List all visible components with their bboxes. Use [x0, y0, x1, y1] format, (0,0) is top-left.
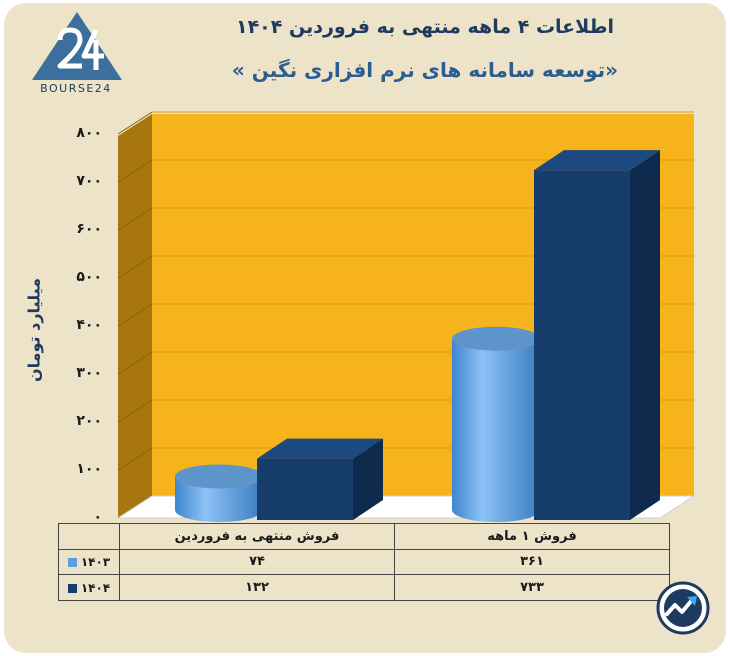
table-row: ۱۴۰۴ ۱۳۲ ۷۳۳ — [58, 574, 670, 601]
bars — [175, 150, 660, 522]
bar-cylinder-top — [175, 464, 263, 489]
data-label: ۱۳۲ — [119, 574, 395, 601]
bar-box-side — [630, 150, 660, 520]
legend-swatch-1403 — [67, 557, 77, 567]
y-tick-label: ۸۰۰ — [76, 125, 102, 141]
chart-subtitle: «توسعه سامانه های نرم افزاری نگین » — [231, 58, 619, 82]
gridline — [117, 447, 153, 471]
y-tick-label: ۲۰۰ — [76, 413, 102, 429]
side-wall — [118, 114, 152, 518]
bar-cylinder-top — [452, 326, 540, 351]
category-label: فروش ۱ ماهه — [394, 523, 670, 550]
bar-cylinder — [452, 338, 540, 522]
trend-arrow-badge-icon — [656, 581, 710, 635]
gridline — [117, 303, 153, 327]
legend-swatch-1404 — [67, 583, 77, 593]
table-header-row: فروش منتهی به فروردین فروش ۱ ماهه — [58, 523, 670, 550]
data-label: ۷۳۳ — [394, 574, 670, 601]
bar-box-top — [534, 150, 660, 171]
gridline — [117, 351, 153, 375]
y-tick-label: ۶۰۰ — [76, 221, 102, 237]
data-label: ۳۶۱ — [394, 548, 670, 576]
y-axis-label: میلیارد تومان — [24, 277, 44, 383]
bourse24-logo-icon — [32, 12, 122, 80]
bar-cylinder — [175, 476, 263, 522]
legend-label: ۱۴۰۴ — [80, 580, 111, 595]
bar-box-top — [257, 438, 383, 459]
y-tick-label: ۴۰۰ — [76, 317, 102, 333]
table-row: ۱۴۰۳ ۷۴ ۳۶۱ — [58, 548, 670, 576]
chart-title: اطلاعات ۴ ماهه منتهی به فروردین ۱۴۰۴ — [235, 16, 614, 38]
gridline — [117, 207, 153, 231]
y-tick-label: ۱۰۰ — [76, 461, 102, 477]
legend-label: ۱۴۰۳ — [80, 554, 111, 569]
gridline — [117, 255, 153, 279]
bar-box-front — [534, 170, 630, 520]
y-tick-label: ۵۰۰ — [76, 269, 102, 285]
data-table: فروش منتهی به فروردین فروش ۱ ماهه ۱۴۰۳ ۷… — [58, 523, 670, 601]
category-label: فروش منتهی به فروردین — [119, 523, 395, 550]
gridline — [117, 399, 153, 423]
brand-name: BOURSE24 — [40, 82, 112, 95]
bar-box-side — [353, 438, 383, 520]
y-tick-label: ۷۰۰ — [76, 173, 102, 189]
data-label: ۷۴ — [119, 548, 395, 576]
bar-box-front — [257, 458, 353, 520]
legend-entry: ۱۴۰۳ — [58, 548, 120, 576]
y-axis-label-wrap: میلیارد تومان — [10, 260, 58, 400]
table-corner — [58, 523, 120, 550]
gridline — [117, 159, 153, 183]
y-tick-label: ۳۰۰ — [76, 365, 102, 381]
legend-entry: ۱۴۰۴ — [58, 574, 120, 601]
y-tick-label: ۰ — [93, 509, 102, 525]
gridline — [117, 111, 153, 135]
